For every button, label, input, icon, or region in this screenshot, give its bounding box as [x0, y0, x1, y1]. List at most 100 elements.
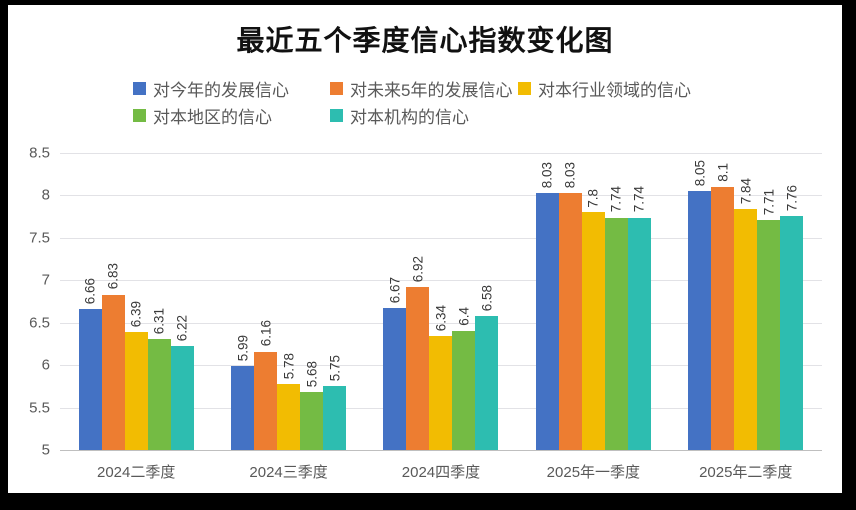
bar-slot: 6.83 [101, 153, 125, 450]
bar-slot: 8.03 [535, 153, 559, 450]
bars: 6.66 6.83 6.39 6.31 6.22 [78, 153, 194, 450]
bar [277, 383, 301, 450]
bar [231, 366, 255, 450]
y-tick-label: 5.5 [29, 399, 50, 417]
bar [581, 212, 605, 450]
bar [535, 192, 559, 450]
bar-slot: 5.78 [277, 153, 301, 450]
bars: 6.67 6.92 6.34 6.4 6.58 [383, 153, 499, 450]
bar-group: 6.66 6.83 6.39 6.31 6.22 2024二季度 [78, 153, 194, 481]
data-label: 7.71 [761, 188, 776, 216]
bar [711, 186, 735, 450]
category-label: 2024四季度 [401, 464, 481, 481]
chart-title: 最近五个季度信心指数变化图 [236, 26, 614, 57]
y-tick-label: 6 [41, 356, 50, 374]
plot-area: 6.66 6.83 6.39 6.31 6.22 2024二季度 5.99 6.16 5.78 5… [60, 153, 822, 481]
bar [254, 351, 278, 450]
bars: 8.03 8.03 7.8 7.74 7.74 [535, 153, 651, 450]
gridline [60, 280, 822, 282]
bar-slot: 6.4 [452, 153, 476, 450]
bar-slot: 7.74 [604, 153, 628, 450]
data-label: 7.76 [784, 184, 799, 211]
bar-slot: 7.76 [780, 153, 804, 450]
data-label: 8.03 [562, 161, 578, 188]
chart-legend: 对今年的发展信心 对未来5年的发展信心 对本行业领域的信心对本地区的信心 对本机构的信… [133, 75, 691, 129]
data-label: 6.66 [82, 277, 98, 305]
chart-canvas: 最近五个季度信心指数变化图 对今年的发展信心 对未来5年的发展信心 对本行业领域的信… [8, 5, 842, 493]
bar-slot: 6.92 [406, 153, 430, 450]
bar [147, 338, 171, 450]
bar [452, 331, 476, 450]
bar [429, 336, 453, 450]
bar-group: 5.99 6.16 5.78 5.68 5.75 2024三季度 [231, 153, 347, 481]
category-label: 2025年一季度 [546, 464, 641, 481]
data-label: 7.84 [738, 177, 753, 205]
bar-slot: 8.1 [711, 153, 735, 450]
legend-label: 对本地区的信心 [153, 108, 272, 127]
data-label: 6.22 [174, 315, 190, 342]
bar [124, 332, 148, 450]
gridline [60, 153, 822, 154]
data-label: 6.34 [433, 305, 449, 332]
bar [688, 191, 712, 450]
legend-swatch-icon [518, 82, 531, 95]
bar-slot: 5.68 [300, 153, 324, 450]
legend-label: 对今年的发展信心 [153, 81, 289, 100]
bar-slot: 6.34 [429, 153, 453, 450]
y-tick-label: 7.5 [29, 229, 50, 247]
bar [383, 308, 407, 450]
legend-item: 对未来5年的发展信心 [330, 76, 518, 101]
legend-swatch-icon [133, 82, 146, 95]
y-axis: 8.5 8 7.5 7 6.5 6 5.5 5 [8, 145, 50, 459]
category-label: 2024二季度 [97, 464, 176, 481]
data-label: 6.31 [151, 307, 167, 334]
bar-slot: 6.66 [78, 153, 102, 450]
data-label: 5.99 [234, 334, 250, 361]
bar [300, 392, 324, 450]
data-label: 7.8 [585, 188, 601, 208]
bar [170, 346, 194, 450]
data-label: 5.68 [303, 361, 319, 388]
bars: 8.05 8.1 7.84 7.71 7.76 [688, 153, 804, 450]
gridline [60, 195, 822, 197]
category-label: 2025年二季度 [699, 464, 793, 481]
x-axis-line [60, 450, 822, 451]
gridline [60, 322, 822, 324]
bar [627, 217, 651, 450]
legend-item: 对本行业领域的信心 [518, 76, 691, 101]
bar [558, 192, 582, 450]
bar-group: 6.67 6.92 6.34 6.4 6.58 2024四季度 [383, 153, 499, 481]
legend-swatch-icon [330, 82, 343, 95]
bar-slot: 6.22 [170, 153, 194, 450]
data-label: 8.03 [539, 161, 555, 188]
bar [604, 217, 628, 450]
bar-slot: 6.16 [254, 153, 278, 450]
bar-slot: 6.31 [147, 153, 171, 450]
bar [78, 309, 102, 450]
bar [406, 287, 430, 450]
data-label: 5.75 [326, 355, 342, 382]
data-label: 8.05 [692, 159, 707, 187]
y-tick-label: 8 [41, 186, 50, 204]
bar-slot: 7.8 [581, 153, 605, 450]
bar-group: 8.05 8.1 7.84 7.71 7.76 2025年二季度 [688, 153, 804, 481]
bar [475, 315, 499, 450]
data-label: 6.16 [257, 320, 273, 347]
legend-item: 对本机构的信心 [330, 103, 518, 128]
bar-slot: 5.75 [323, 153, 347, 450]
data-label: 7.74 [631, 186, 647, 213]
bar-slot: 7.84 [734, 153, 758, 450]
bar-slot: 7.71 [757, 153, 781, 450]
bar-slot: 7.74 [627, 153, 651, 450]
data-label: 6.58 [479, 284, 495, 311]
y-tick-label: 8.5 [29, 144, 50, 162]
data-label: 6.67 [387, 277, 403, 304]
bar-slot: 8.05 [688, 153, 712, 450]
y-tick-label: 5 [41, 441, 50, 459]
legend-label: 对本行业领域的信心 [538, 81, 691, 100]
legend-row: 对本地区的信心 对本机构的信心 [133, 102, 691, 129]
legend-swatch-icon [330, 109, 343, 122]
bar-slot: 6.67 [383, 153, 407, 450]
y-tick-label: 6.5 [29, 314, 50, 332]
legend-label: 对未来5年的发展信心 [350, 81, 513, 100]
